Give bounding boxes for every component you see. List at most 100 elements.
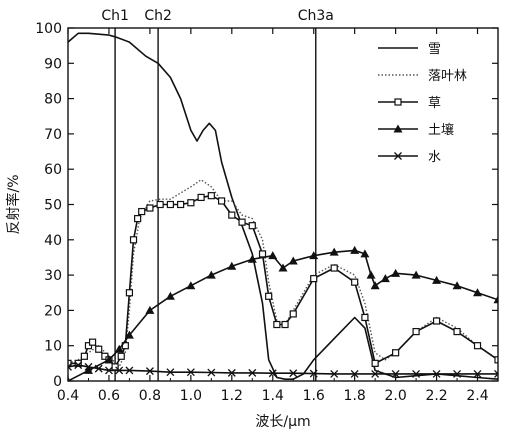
series-line — [68, 32, 498, 380]
y-tick-label: 10 — [44, 339, 62, 355]
data-point — [361, 313, 369, 322]
axis-ticks: 0.4 0.6 0.8 1.0 1.2 1.4 1.6 1.8 2.0 2.2 2.4 0 10 20 30… — [35, 21, 498, 404]
legend-label: 雪 — [428, 42, 441, 57]
data-point — [165, 291, 175, 300]
data-point — [138, 207, 146, 216]
data-point — [392, 349, 400, 357]
y-tick-label: 90 — [44, 56, 62, 72]
data-point — [134, 215, 142, 223]
series-layer — [68, 32, 498, 381]
x-tick-label: 2.4 — [466, 388, 488, 404]
data-point — [80, 352, 88, 360]
data-point — [370, 281, 380, 290]
data-point — [371, 369, 380, 378]
data-point — [74, 361, 83, 370]
legend-label: 水 — [428, 150, 441, 165]
data-point — [494, 356, 498, 364]
data-point — [273, 320, 281, 329]
x-tick-label: 0.6 — [98, 388, 120, 404]
y-tick-label: 20 — [44, 303, 62, 319]
data-point — [197, 193, 205, 202]
data-point — [207, 368, 216, 377]
data-point — [330, 369, 339, 378]
x-tick-label: 0.4 — [57, 388, 79, 404]
data-point — [350, 245, 360, 254]
band-label: Ch3a — [298, 8, 334, 24]
band-label: Ch1 — [101, 8, 129, 24]
series-line — [68, 194, 498, 368]
data-point — [394, 98, 402, 106]
data-point — [248, 368, 257, 377]
data-point — [452, 281, 462, 290]
data-point — [330, 264, 338, 272]
data-point — [84, 362, 93, 371]
data-point — [473, 369, 482, 378]
data-point — [394, 152, 402, 160]
data-point — [411, 270, 421, 279]
data-point — [129, 236, 138, 244]
data-point — [145, 367, 154, 376]
x-tick-label: 2.2 — [425, 388, 447, 404]
data-point — [453, 327, 461, 336]
data-point — [186, 368, 195, 377]
y-tick-label: 50 — [44, 198, 62, 214]
data-point — [371, 359, 379, 367]
x-axis-label: 波长/μm — [255, 414, 310, 430]
y-tick-label: 60 — [44, 162, 62, 178]
data-point — [95, 345, 103, 353]
y-tick-label: 70 — [44, 127, 62, 143]
data-point — [115, 366, 124, 375]
data-point — [473, 288, 483, 297]
x-tick-label: 1.6 — [303, 388, 325, 404]
data-point — [117, 352, 125, 360]
data-point — [104, 366, 113, 375]
x-tick-label: 1.0 — [180, 388, 202, 404]
data-point — [146, 204, 154, 212]
data-point — [412, 369, 421, 378]
data-point — [166, 200, 174, 209]
data-point — [156, 200, 164, 209]
y-tick-label: 100 — [35, 21, 62, 37]
data-point — [227, 368, 236, 377]
data-point — [309, 251, 319, 260]
series-雪 — [68, 32, 498, 380]
x-tick-label: 1.2 — [221, 388, 243, 404]
data-point — [177, 200, 185, 209]
data-point — [493, 295, 498, 304]
data-point — [432, 317, 441, 325]
data-point — [187, 199, 195, 207]
data-point — [412, 327, 420, 336]
band-label: Ch2 — [144, 8, 172, 24]
data-point — [278, 263, 288, 272]
data-point — [94, 364, 103, 373]
data-point — [83, 365, 93, 374]
data-point — [453, 369, 462, 378]
series-水 — [68, 361, 498, 378]
y-tick-label: 80 — [44, 92, 62, 108]
series-落叶林 — [68, 179, 498, 368]
data-point — [238, 218, 246, 226]
y-tick-label: 40 — [44, 233, 62, 249]
data-point — [268, 251, 278, 260]
data-point — [124, 330, 134, 339]
data-point — [350, 369, 359, 378]
data-point — [206, 270, 216, 279]
data-point — [125, 289, 134, 297]
data-point — [268, 369, 277, 378]
data-point — [247, 254, 257, 263]
x-tick-label: 1.4 — [262, 388, 284, 404]
x-tick-label: 2.0 — [384, 388, 406, 404]
y-tick-label: 30 — [44, 268, 62, 284]
x-tick-label: 1.8 — [344, 388, 366, 404]
data-point — [288, 256, 298, 265]
data-point — [68, 362, 72, 371]
legend-label: 落叶林 — [428, 69, 467, 84]
data-point — [380, 274, 390, 283]
data-point — [309, 369, 318, 378]
data-point — [391, 268, 401, 277]
data-point — [258, 250, 267, 258]
data-point — [473, 342, 482, 350]
data-point — [265, 292, 273, 300]
